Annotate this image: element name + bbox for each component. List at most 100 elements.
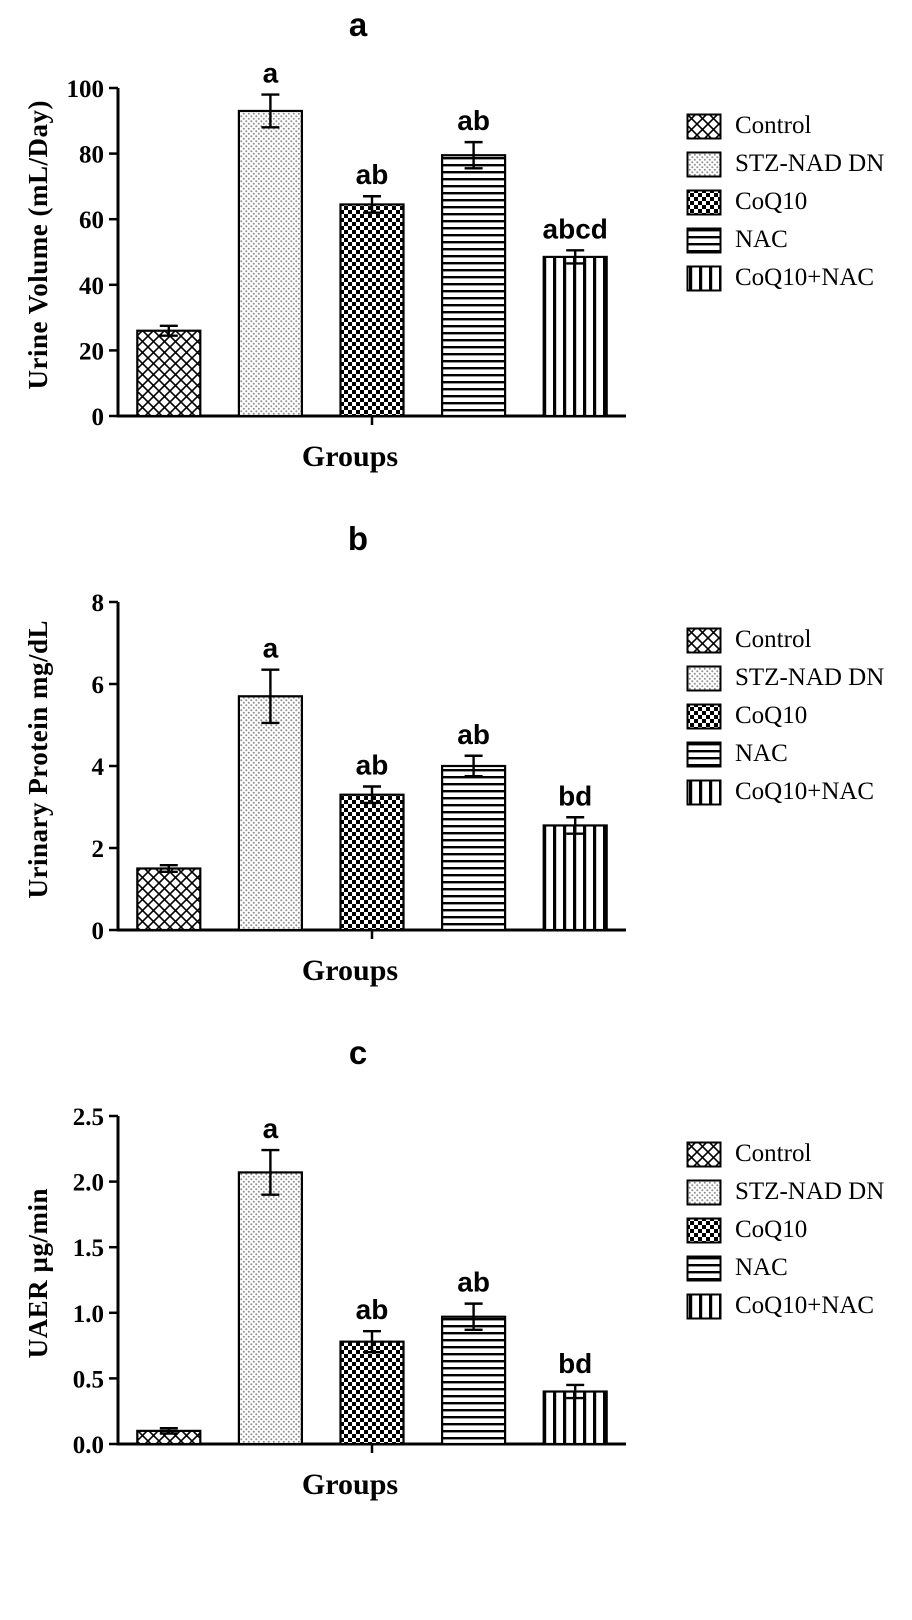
legend-item-nac: NAC — [686, 226, 884, 254]
legend-item-coq10-nac: CoQ10+NAC — [686, 264, 884, 292]
bar-Control — [136, 867, 202, 932]
significance-label: bd — [558, 780, 592, 811]
legend-swatch-icon — [686, 1255, 722, 1281]
bar-chart-urine-volume: 0 20 40 60 80 100 a ab ab abcd — [67, 58, 626, 431]
panel-label: c — [348, 1034, 368, 1071]
y-tick-label: 40 — [79, 273, 104, 300]
y-tick-label: 2 — [92, 836, 105, 863]
significance-label: a — [263, 633, 279, 664]
legend-swatch-icon — [686, 151, 722, 177]
legend-item-coq10-nac: CoQ10+NAC — [686, 778, 884, 806]
legend: Control STZ-NAD DN CoQ10 NAC CoQ10+NAC — [686, 112, 884, 302]
legend-swatch-fill — [686, 1255, 722, 1281]
bar-CoQ10 — [339, 1340, 405, 1446]
y-axis-label: Urinary Protein mg/dL — [23, 619, 53, 899]
bar-CoQ10 — [339, 203, 405, 418]
panel-c: c UAER µg/min 0.0 0.5 1.0 1.5 2.0 2.5 a ab ab bd … — [16, 1034, 912, 1502]
bar-NAC — [441, 764, 507, 932]
significance-label: ab — [356, 159, 389, 190]
legend-item-stz-nad-dn: STZ-NAD DN — [686, 664, 884, 692]
legend: Control STZ-NAD DN CoQ10 NAC CoQ10+NAC — [686, 626, 884, 816]
legend-item-coq10: CoQ10 — [686, 1216, 884, 1244]
legend-label: CoQ10 — [735, 702, 808, 729]
significance-label: ab — [457, 719, 490, 750]
legend-swatch-icon — [686, 265, 722, 291]
legend-item-control: Control — [686, 112, 884, 140]
legend-item-control: Control — [686, 1140, 884, 1168]
x-axis-label: Groups — [301, 954, 399, 987]
significance-label: a — [263, 1113, 279, 1144]
significance-label: a — [263, 58, 279, 89]
bar-CoQ10+NAC — [542, 824, 608, 932]
y-axis-label: UAER µg/min — [23, 1187, 53, 1359]
y-tick-label: 1.0 — [73, 1301, 104, 1328]
bar-STZ-NAD DN — [237, 695, 303, 932]
legend-label: CoQ10 — [735, 1216, 808, 1243]
bar-CoQ10+NAC — [542, 1390, 608, 1446]
legend-swatch-fill — [686, 1141, 722, 1167]
y-tick-label: 1.5 — [73, 1235, 104, 1262]
legend-swatch-fill — [686, 741, 722, 767]
y-tick-label: 2.0 — [73, 1170, 104, 1197]
legend-swatch-icon — [686, 1293, 722, 1319]
legend-label: CoQ10+NAC — [735, 1292, 875, 1319]
significance-label: abcd — [543, 213, 608, 244]
bar-CoQ10+NAC — [542, 255, 608, 418]
bar-Control — [136, 329, 202, 418]
legend-swatch-icon — [686, 189, 722, 215]
legend-swatch-fill — [686, 265, 722, 291]
legend-swatch-fill — [686, 227, 722, 253]
y-axis-label: Urine Volume (mL/Day) — [23, 100, 53, 390]
x-axis-label: Groups — [301, 1468, 399, 1501]
legend-item-stz-nad-dn: STZ-NAD DN — [686, 1178, 884, 1206]
y-tick-label: 20 — [79, 338, 104, 365]
legend-label: NAC — [735, 226, 788, 253]
panel-b: b Urinary Protein mg/dL 0 2 4 6 8 a ab ab bd Gro… — [16, 520, 912, 988]
legend-item-coq10: CoQ10 — [686, 702, 884, 730]
bar-chart-uaer: 0.0 0.5 1.0 1.5 2.0 2.5 a ab ab bd — [73, 1104, 626, 1459]
legend-label: NAC — [735, 740, 788, 767]
significance-label: ab — [457, 105, 490, 136]
legend-label: CoQ10+NAC — [735, 778, 875, 805]
legend-swatch-icon — [686, 665, 722, 691]
legend-item-nac: NAC — [686, 1254, 884, 1282]
legend-swatch-icon — [686, 1179, 722, 1205]
legend-swatch-fill — [686, 151, 722, 177]
legend-label: STZ-NAD DN — [735, 1178, 885, 1205]
legend-item-coq10-nac: CoQ10+NAC — [686, 1292, 884, 1320]
y-tick-label: 6 — [92, 672, 105, 699]
y-tick-label: 80 — [79, 142, 104, 169]
legend-swatch-icon — [686, 779, 722, 805]
panel-label: a — [348, 6, 368, 43]
legend-item-nac: NAC — [686, 740, 884, 768]
significance-label: ab — [356, 750, 389, 781]
legend-swatch-fill — [686, 703, 722, 729]
legend-swatch-fill — [686, 1179, 722, 1205]
legend-swatch-fill — [686, 189, 722, 215]
y-tick-label: 8 — [92, 590, 105, 617]
legend-item-stz-nad-dn: STZ-NAD DN — [686, 150, 884, 178]
bar-NAC — [441, 1315, 507, 1446]
legend-swatch-fill — [686, 1293, 722, 1319]
legend-swatch-icon — [686, 741, 722, 767]
legend-swatch-icon — [686, 1217, 722, 1243]
bar-NAC — [441, 154, 507, 418]
legend-label: STZ-NAD DN — [735, 664, 885, 691]
legend-swatch-icon — [686, 1141, 722, 1167]
legend-item-coq10: CoQ10 — [686, 188, 884, 216]
bar-chart-urinary-protein: 0 2 4 6 8 a ab ab bd — [92, 590, 626, 945]
legend-swatch-icon — [686, 627, 722, 653]
x-axis-label: Groups — [301, 440, 399, 473]
legend-swatch-icon — [686, 113, 722, 139]
legend-label: CoQ10 — [735, 188, 808, 215]
legend-label: Control — [735, 1140, 812, 1167]
y-tick-label: 0.0 — [73, 1432, 104, 1459]
y-tick-label: 2.5 — [73, 1104, 104, 1131]
y-tick-label: 60 — [79, 207, 104, 234]
panel-a: a Urine Volume (mL/Day) 0 20 40 60 80 100 a ab a… — [16, 6, 912, 474]
legend-swatch-fill — [686, 779, 722, 805]
legend-label: Control — [735, 112, 812, 139]
bar-STZ-NAD DN — [237, 109, 303, 418]
legend-swatch-fill — [686, 113, 722, 139]
y-tick-label: 4 — [92, 754, 105, 781]
